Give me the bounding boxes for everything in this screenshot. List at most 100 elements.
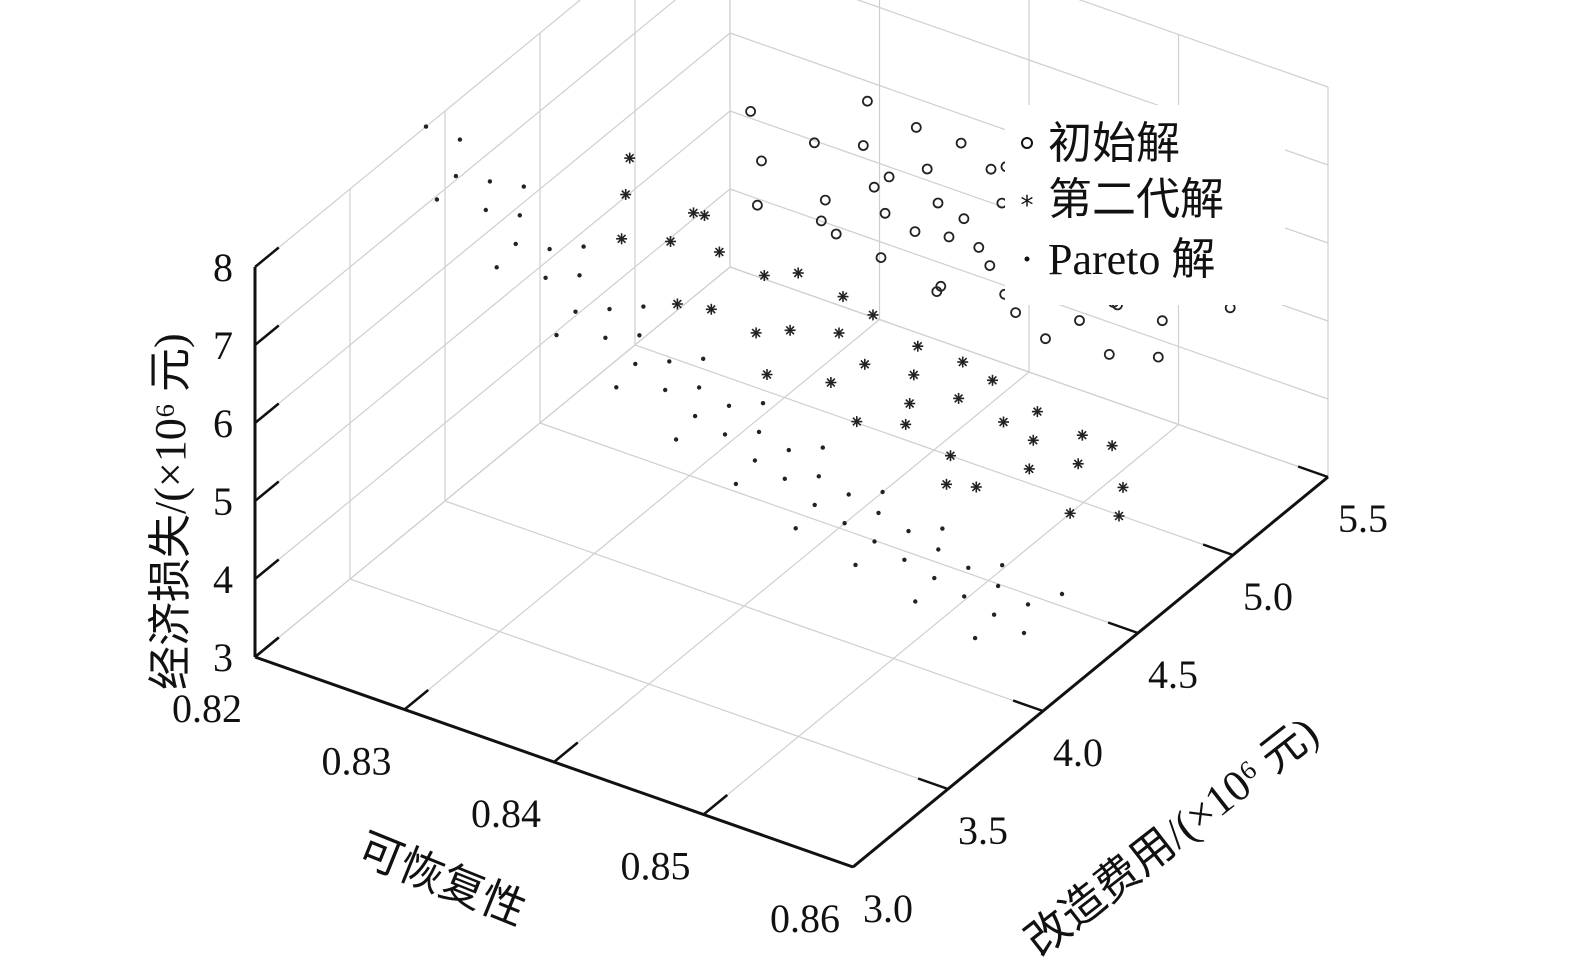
star-stroke — [909, 370, 919, 380]
star-stroke — [1073, 459, 1083, 469]
y-tick — [1202, 543, 1234, 557]
data-point-gen2 — [904, 398, 916, 409]
data-point-pareto — [554, 332, 559, 338]
x-tick-label: 0.82 — [172, 686, 242, 731]
data-point-pareto — [722, 432, 728, 437]
data-point-pareto — [991, 612, 997, 617]
data-point-pareto — [932, 575, 937, 581]
data-point-gen2 — [784, 324, 796, 336]
data-point-pareto — [846, 492, 851, 497]
data-point-initial — [958, 213, 970, 225]
star-stroke — [617, 234, 627, 244]
grid-line — [634, 344, 1234, 556]
data-point-pareto — [641, 304, 646, 309]
grid-line — [349, 578, 949, 790]
star-stroke — [751, 328, 761, 338]
data-point-pareto — [820, 445, 825, 450]
z-tick-label: 3 — [213, 635, 233, 680]
grid-line — [254, 188, 731, 580]
z-axis-title: 经济损失/(×10⁶ 元) — [146, 333, 195, 690]
data-point-gen2 — [1113, 510, 1125, 522]
star-stroke — [706, 304, 716, 314]
data-point-gen2 — [750, 327, 762, 339]
data-point-gen2 — [1023, 463, 1035, 475]
data-point-gen2 — [792, 267, 804, 279]
data-point-gen2 — [705, 303, 717, 315]
data-point-gen2 — [957, 356, 969, 368]
data-point-pareto — [663, 387, 668, 393]
star-stroke — [1024, 464, 1034, 474]
data-point-pareto — [726, 403, 732, 408]
data-point-initial — [752, 199, 763, 211]
data-point-initial — [879, 207, 891, 219]
data-point-gen2 — [908, 369, 920, 381]
data-point-pareto — [962, 594, 967, 599]
data-point-gen2 — [833, 327, 845, 339]
y-tick-label: 5.0 — [1243, 574, 1293, 619]
data-point-pareto — [1059, 591, 1065, 597]
data-point-pareto — [494, 265, 499, 270]
data-point-pareto — [692, 413, 698, 419]
y-tick-label: 4.5 — [1148, 652, 1198, 697]
data-point-pareto — [842, 521, 847, 526]
star-stroke — [793, 268, 803, 278]
data-point-gen2 — [867, 309, 879, 321]
star-stroke — [999, 417, 1008, 427]
star-stroke — [838, 292, 848, 302]
legend-marker-star: * — [1021, 191, 1034, 221]
data-point-pareto — [577, 273, 582, 278]
data-point-gen2 — [945, 450, 956, 462]
data-point-initial — [868, 181, 880, 193]
data-point-gen2 — [758, 270, 770, 281]
data-point-pareto — [434, 197, 440, 202]
data-point-initial — [1074, 315, 1085, 326]
data-point-pareto — [603, 335, 608, 340]
y-tick-label: 3.5 — [958, 808, 1008, 853]
z-tick — [254, 246, 280, 268]
x-tick-label: 0.83 — [322, 739, 392, 784]
data-point-initial — [932, 197, 944, 209]
z-tick-label: 5 — [213, 479, 233, 524]
x-axis-title: 可恢复性 — [351, 824, 533, 935]
z-tick — [254, 480, 280, 502]
data-point-pareto — [483, 207, 488, 213]
x-tick — [702, 794, 729, 816]
data-point-pareto — [936, 547, 941, 552]
data-point-initial — [985, 163, 997, 175]
data-point-gen2 — [900, 418, 912, 430]
y-tick — [1107, 621, 1139, 635]
data-point-gen2 — [1064, 507, 1076, 519]
star-stroke — [1107, 441, 1117, 451]
x-tick — [553, 741, 579, 763]
data-point-gen2 — [1106, 440, 1118, 452]
z-tick-label: 8 — [213, 245, 233, 290]
data-point-pareto — [637, 333, 642, 338]
data-point-gen2 — [941, 478, 952, 490]
data-point-gen2 — [998, 416, 1009, 428]
star-stroke — [860, 359, 870, 369]
star-stroke — [988, 375, 997, 385]
data-point-gen2 — [688, 207, 699, 219]
data-point-gen2 — [1031, 406, 1043, 418]
legend-marker-circle — [1021, 137, 1033, 149]
grid-line — [539, 422, 1139, 634]
z-tick-label: 7 — [213, 323, 233, 368]
data-point-pareto — [457, 137, 463, 142]
y-tick — [1012, 699, 1044, 713]
star-stroke — [954, 393, 964, 403]
data-point-pareto — [453, 173, 459, 179]
legend: 初始解 * 第二代解 Pareto 解 — [1005, 105, 1285, 305]
data-point-pareto — [760, 401, 766, 406]
y-axis-line — [852, 475, 1329, 869]
data-point-initial — [883, 171, 895, 183]
star-stroke — [971, 482, 981, 492]
grid-line — [444, 500, 1044, 712]
data-point-pareto — [995, 583, 1001, 589]
grid-line — [404, 319, 880, 710]
data-point-gen2 — [1027, 434, 1039, 446]
data-point-pareto — [607, 306, 612, 312]
data-point-pareto — [543, 275, 548, 280]
star-stroke — [762, 370, 772, 379]
data-point-initial — [862, 95, 873, 107]
star-stroke — [1114, 511, 1124, 521]
